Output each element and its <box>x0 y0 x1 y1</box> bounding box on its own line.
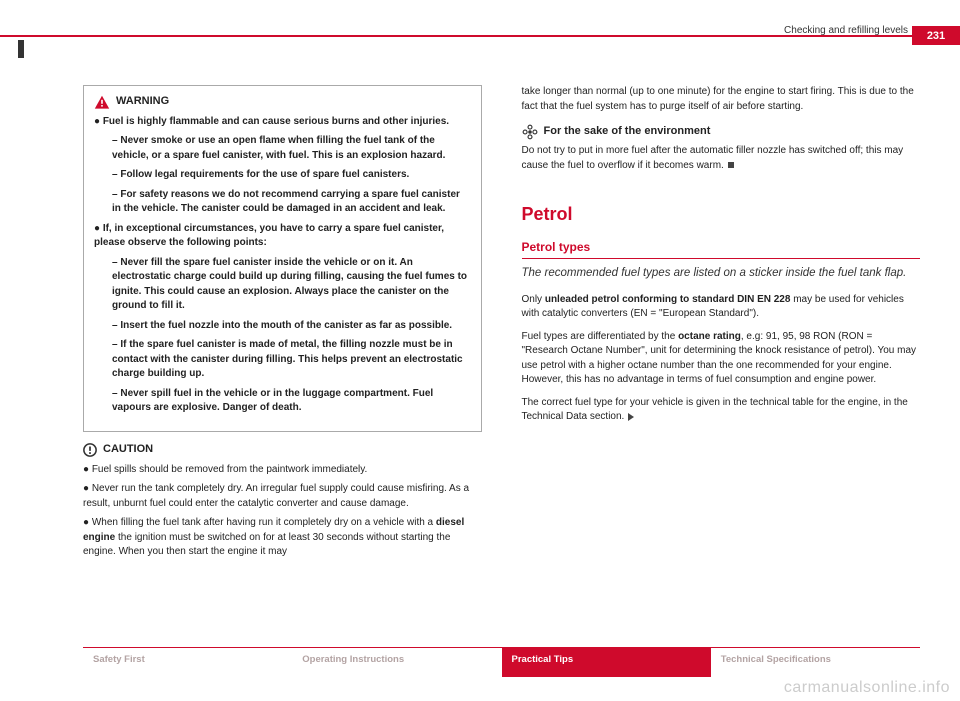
warning-s4: Never fill the spare fuel canister insid… <box>94 256 471 314</box>
caution-block: CAUTION Fuel spills should be removed fr… <box>83 442 482 560</box>
environment-body: Do not try to put in more fuel after the… <box>522 144 921 173</box>
warning-p1: Fuel is highly flammable and can cause s… <box>94 115 471 130</box>
left-margin-marker <box>18 40 24 58</box>
warning-triangle-icon <box>94 95 110 109</box>
running-header: Checking and refilling levels <box>784 25 908 36</box>
caution-p2: Never run the tank completely dry. An ir… <box>83 482 482 511</box>
right-column: take longer than normal (up to one minut… <box>522 85 921 631</box>
section-end-square-icon <box>728 162 734 168</box>
watermark-text: carmanualsonline.info <box>784 679 950 697</box>
petrol-p2: Fuel types are differentiated by the oct… <box>522 330 921 388</box>
warning-p2: If, in exceptional circumstances, you ha… <box>94 222 471 251</box>
caution-circle-icon <box>83 443 97 457</box>
environment-title: For the sake of the environment <box>544 124 711 140</box>
petrol-subheading: Petrol types <box>522 239 921 259</box>
petrol-heading: Petrol <box>522 201 921 227</box>
warning-header: WARNING <box>94 94 471 110</box>
petrol-intro: The recommended fuel types are listed on… <box>522 265 921 282</box>
environment-header: For the sake of the environment <box>522 124 921 140</box>
petrol-p3: The correct fuel type for your vehicle i… <box>522 396 921 425</box>
content-area: WARNING Fuel is highly flammable and can… <box>83 85 920 631</box>
caution-p3: When filling the fuel tank after having … <box>83 516 482 560</box>
warning-s3: For safety reasons we do not recommend c… <box>94 188 471 217</box>
environment-flower-icon <box>522 124 538 140</box>
continued-arrow-icon <box>628 413 634 421</box>
caution-title: CAUTION <box>103 442 153 458</box>
footer-tab-operating[interactable]: Operating Instructions <box>292 648 501 677</box>
warning-s1: Never smoke or use an open flame when fi… <box>94 134 471 163</box>
warning-s2: Follow legal requirements for the use of… <box>94 168 471 183</box>
warning-title: WARNING <box>116 94 169 110</box>
footer-tab-technical[interactable]: Technical Specifications <box>711 648 920 677</box>
footer-tab-practical[interactable]: Practical Tips <box>502 648 711 677</box>
footer-tabs: Safety First Operating Instructions Prac… <box>83 647 920 677</box>
warning-s5: Insert the fuel nozzle into the mouth of… <box>94 319 471 334</box>
left-column: WARNING Fuel is highly flammable and can… <box>83 85 482 631</box>
warning-s7: Never spill fuel in the vehicle or in th… <box>94 387 471 416</box>
caution-header: CAUTION <box>83 442 482 458</box>
page-number-badge: 231 <box>912 26 960 45</box>
warning-box: WARNING Fuel is highly flammable and can… <box>83 85 482 432</box>
continuation-text: take longer than normal (up to one minut… <box>522 85 921 114</box>
petrol-p1: Only unleaded petrol conforming to stand… <box>522 293 921 322</box>
caution-p1: Fuel spills should be removed from the p… <box>83 463 482 478</box>
footer-tab-safety[interactable]: Safety First <box>83 648 292 677</box>
warning-s6: If the spare fuel canister is made of me… <box>94 338 471 382</box>
